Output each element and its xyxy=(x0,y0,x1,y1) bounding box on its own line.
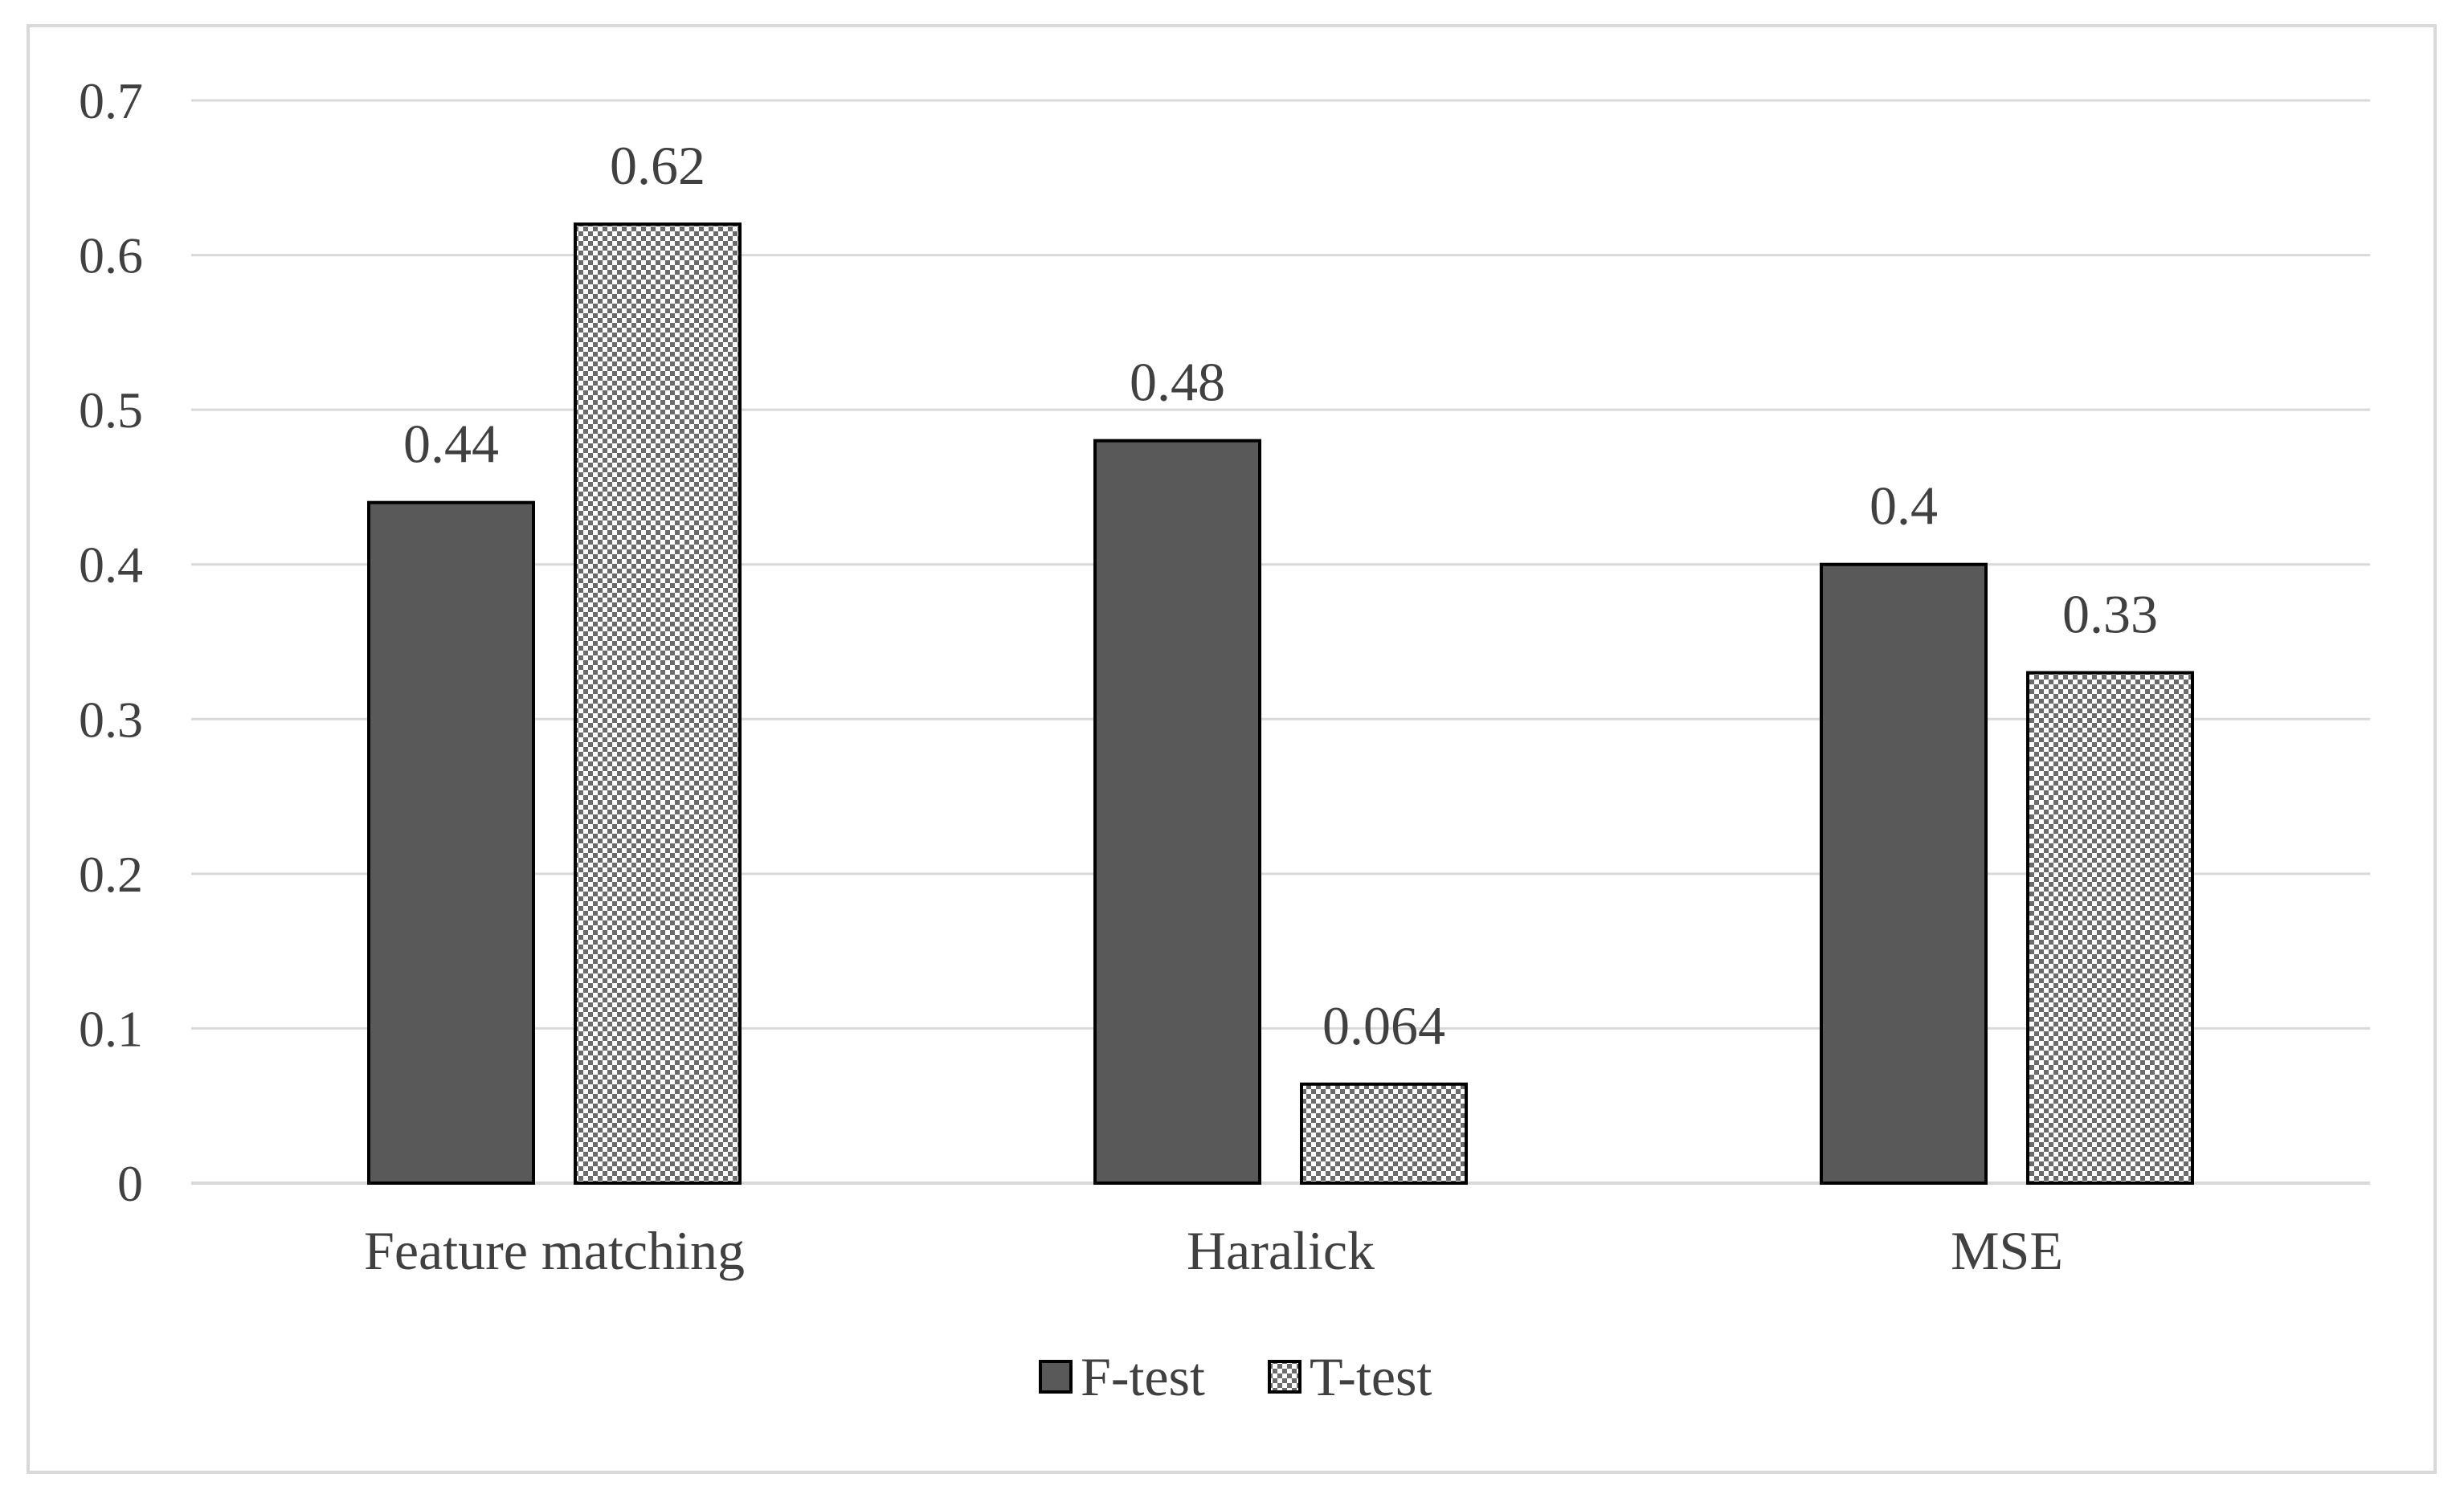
y-tick-label: 0.3 xyxy=(79,691,143,748)
y-tick-label: 0.4 xyxy=(79,537,143,594)
y-axis-ticks: 0 0.1 0.2 0.3 0.4 0.5 0.6 0.7 xyxy=(79,72,143,1212)
y-tick-label: 0.7 xyxy=(79,72,143,129)
y-tick-label: 0.6 xyxy=(79,227,143,284)
gridlines xyxy=(191,99,2370,1185)
data-label: 0.064 xyxy=(1322,995,1445,1056)
bar-f-test-2 xyxy=(1820,562,1988,1185)
data-labels: 0.44 0.62 0.48 0.064 0.4 0.33 xyxy=(403,135,2158,1056)
y-tick-label: 0.5 xyxy=(79,382,143,439)
legend-label: T-test xyxy=(1310,1346,1432,1407)
category-label: Feature matching xyxy=(364,1220,745,1281)
data-label: 0.4 xyxy=(1869,475,1938,537)
x-axis-categories: Feature matching Haralick MSE xyxy=(364,1220,2063,1281)
legend-swatch xyxy=(1039,1360,1073,1394)
data-label: 0.62 xyxy=(610,135,705,196)
category-label: MSE xyxy=(1951,1220,2063,1281)
data-label: 0.48 xyxy=(1130,352,1225,413)
bar-t-test-0 xyxy=(574,222,742,1185)
y-tick-label: 0 xyxy=(117,1155,143,1212)
bar-f-test-0 xyxy=(367,500,535,1185)
bar-f-test-1 xyxy=(1093,439,1261,1185)
data-label: 0.33 xyxy=(2062,584,2158,645)
bars xyxy=(367,222,2194,1185)
legend-label: F-test xyxy=(1081,1346,1205,1407)
y-tick-label: 0.1 xyxy=(79,1000,143,1057)
legend-swatch xyxy=(1268,1360,1301,1394)
y-tick-label: 0.2 xyxy=(79,846,143,903)
data-label: 0.44 xyxy=(403,414,499,475)
bar-t-test-1 xyxy=(1300,1082,1468,1185)
legend: F-test T-test xyxy=(1039,1346,1432,1407)
bar-t-test-2 xyxy=(2026,671,2194,1185)
category-label: Haralick xyxy=(1187,1220,1375,1281)
